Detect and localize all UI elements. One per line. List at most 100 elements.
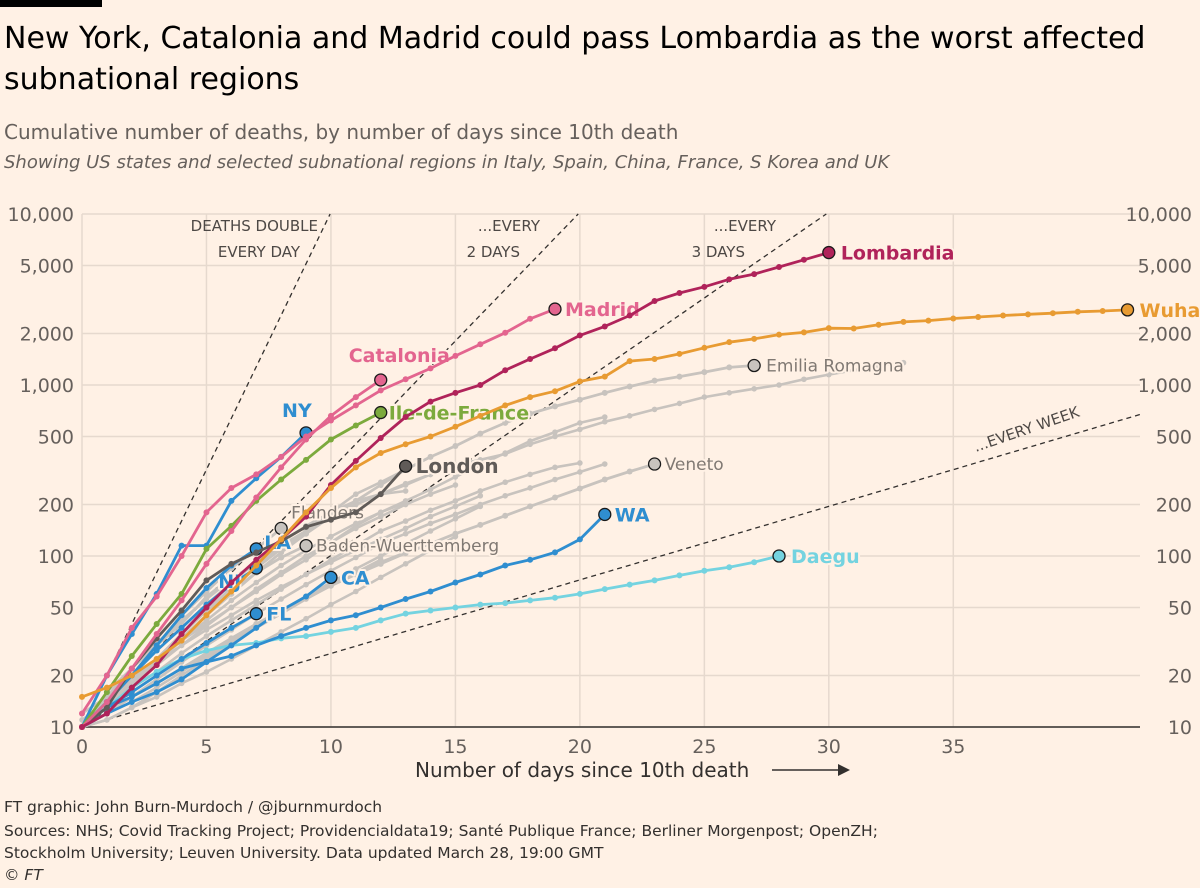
london-point [178, 607, 185, 614]
grey-series-point [601, 414, 608, 420]
madrid-point [228, 484, 235, 491]
grey-series-point [577, 469, 583, 475]
ile-point [203, 545, 210, 552]
london-point [103, 704, 110, 711]
wuhan-point [626, 358, 633, 365]
grey-series-point [353, 491, 359, 497]
veneto-point [502, 512, 509, 519]
x-axis-arrow-head [838, 764, 850, 776]
wa-point [352, 612, 359, 619]
wa-line [80, 513, 607, 729]
daegu-point [626, 581, 633, 588]
grey-series-point [203, 596, 210, 602]
wuhan-point [1049, 310, 1056, 317]
y-tick-label-left: 10 [50, 717, 74, 739]
wuhan-point [477, 412, 484, 419]
grey-series-point [477, 488, 484, 494]
fl-point [228, 624, 235, 631]
catalonia-point [153, 630, 160, 637]
wuhan-point [776, 331, 783, 338]
madrid-point [253, 471, 260, 478]
ca-point [278, 607, 285, 614]
veneto-point [352, 571, 359, 578]
ile-point [128, 653, 135, 660]
chart-description: Showing US states and selected subnation… [4, 152, 890, 173]
daegu-point [352, 624, 359, 631]
ca-point [228, 642, 235, 649]
grey-series-point [278, 596, 284, 602]
wuhan-point [800, 329, 807, 336]
grey-series-point [178, 642, 185, 649]
wa-point [477, 571, 484, 578]
ca-point [303, 593, 310, 600]
lombardia-point [701, 283, 708, 290]
grey-series-point [552, 433, 558, 440]
madrid-point [327, 417, 334, 424]
daegu-point [751, 559, 758, 566]
wuhan-point [975, 313, 982, 320]
madrid-point [352, 402, 359, 409]
wa-point [502, 562, 509, 569]
wuhan-point [701, 344, 708, 351]
daegu-point [452, 604, 459, 611]
veneto-point [576, 485, 583, 492]
wuhan-point [153, 655, 160, 662]
veneto-label: Veneto [665, 455, 724, 475]
grey-series-point [427, 547, 434, 554]
madrid-point [527, 315, 534, 322]
wa-point [452, 579, 459, 586]
lombardia-point [79, 724, 85, 730]
y-tick-label-left: 100 [38, 546, 74, 568]
lombardia-point [651, 297, 658, 304]
lombardia-point [776, 263, 783, 270]
wa-point [303, 624, 310, 631]
la-point [153, 642, 160, 649]
lombardia-label: Lombardia [841, 243, 955, 265]
ile-point [153, 621, 160, 628]
grey-series-point [427, 491, 434, 497]
sources-line-1: Sources: NHS; Covid Tracking Project; Pr… [4, 822, 878, 840]
wuhan-point [178, 637, 185, 644]
wuhan-point [850, 325, 857, 332]
lombardia-point [477, 382, 484, 388]
grey-series-point [353, 554, 359, 561]
ca-end-marker [324, 570, 338, 585]
sources-line-2: Stockholm University; Leuven University.… [4, 844, 604, 862]
grey-series-point [153, 694, 160, 700]
emilia-point [601, 389, 608, 396]
ny-line [80, 431, 308, 729]
wuhan-point [875, 321, 882, 328]
grey-series-point [402, 525, 409, 532]
veneto-point [452, 530, 459, 537]
wa-point [327, 617, 334, 624]
daegu-point [676, 572, 683, 579]
grey-series-point [626, 413, 633, 419]
ile-point [103, 689, 110, 696]
x-tick-label: 15 [443, 736, 467, 758]
grey-series-line [80, 535, 457, 729]
grey-series-point [552, 429, 558, 435]
ile-point [327, 436, 334, 443]
wa-point [153, 680, 160, 687]
grey-series-point [427, 513, 434, 520]
reference-line-label: 3 DAYS [692, 243, 745, 261]
lombardia-point [452, 389, 459, 396]
madrid-end-marker [548, 302, 562, 316]
grey-series-point [328, 509, 334, 516]
grey-series-point [452, 511, 459, 518]
wa-point [551, 549, 558, 556]
fl-end-marker [249, 607, 263, 621]
london-point [228, 560, 235, 567]
lombardia-point [527, 355, 534, 362]
wuhan-point [726, 339, 733, 346]
catalonia-point [278, 464, 285, 471]
grey-series-point [402, 561, 409, 567]
grey-series-point [427, 507, 434, 514]
grey-series-point [502, 450, 509, 456]
lombardia-point [253, 556, 260, 563]
x-tick-label: 5 [200, 736, 212, 758]
wuhan-point [527, 394, 534, 401]
lombardia-point [103, 710, 110, 717]
veneto-point [527, 503, 534, 510]
y-tick-label-right: 1,000 [1138, 375, 1192, 397]
